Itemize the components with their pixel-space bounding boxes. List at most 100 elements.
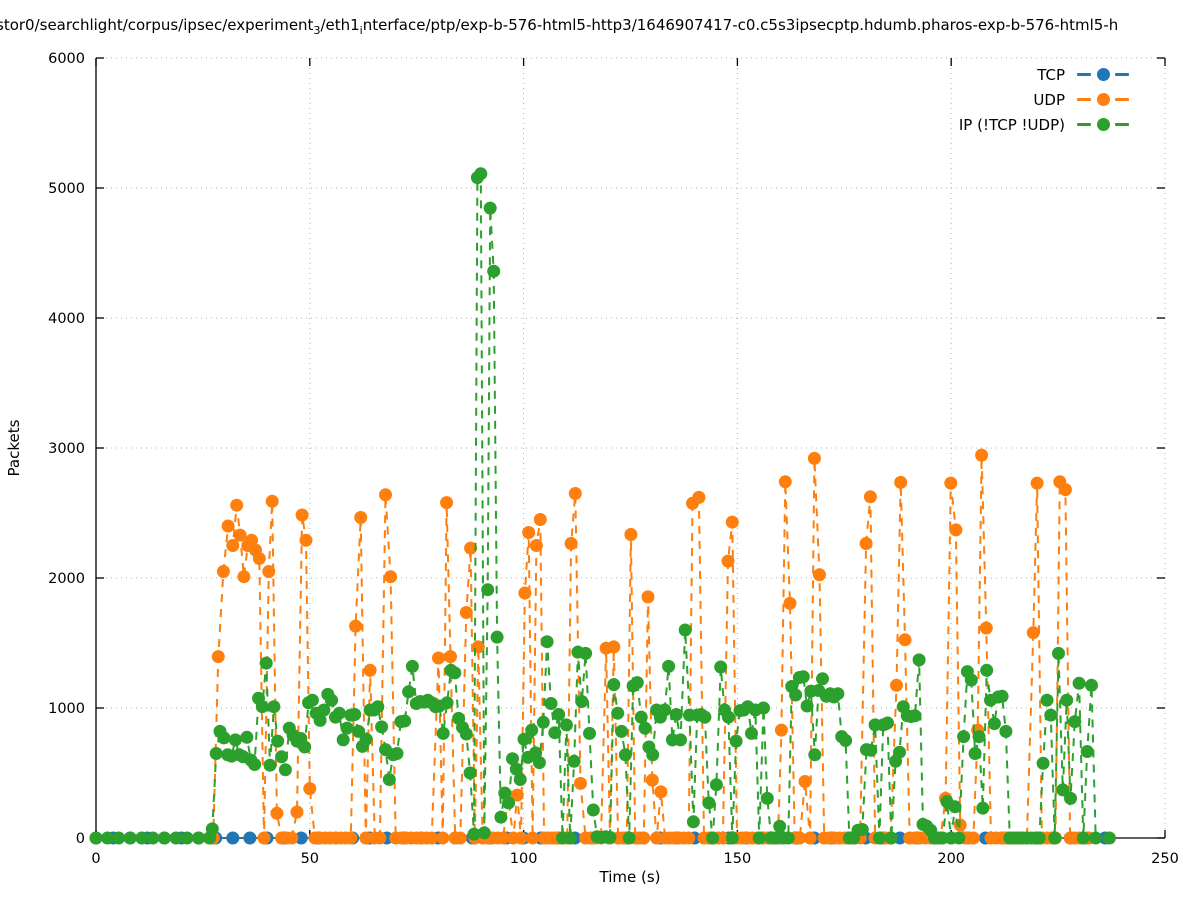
data-point xyxy=(579,646,593,660)
data-point xyxy=(654,785,668,799)
legend-row-udp: UDP xyxy=(959,87,1129,112)
data-point xyxy=(729,734,743,748)
data-point xyxy=(514,831,528,845)
data-point xyxy=(205,822,219,836)
data-point xyxy=(1056,783,1070,797)
data-point xyxy=(459,727,473,741)
data-point xyxy=(295,508,309,522)
data-point xyxy=(483,201,497,215)
data-point xyxy=(979,621,993,635)
data-point xyxy=(209,747,223,760)
data-point xyxy=(948,800,962,814)
data-point xyxy=(692,490,706,504)
x-tick-label: 200 xyxy=(937,851,965,867)
y-tick-label: 5000 xyxy=(48,181,85,197)
data-point xyxy=(564,537,578,550)
data-point xyxy=(831,687,845,701)
data-point xyxy=(303,782,317,796)
data-point xyxy=(575,695,589,708)
y-tick-label: 6000 xyxy=(48,51,85,67)
data-point xyxy=(721,710,735,724)
data-point xyxy=(999,724,1013,738)
data-point xyxy=(252,552,266,565)
y-axis-label: Packets xyxy=(5,419,23,477)
legend-marker-icon xyxy=(1096,118,1110,131)
data-point xyxy=(669,708,683,721)
data-point xyxy=(800,699,814,713)
data-point xyxy=(382,773,396,786)
data-point xyxy=(1032,831,1046,845)
data-point xyxy=(1080,745,1094,758)
data-point xyxy=(778,475,792,489)
data-point xyxy=(384,570,398,584)
data-point xyxy=(464,541,478,555)
data-point xyxy=(552,708,566,721)
legend-marker-icon xyxy=(1096,93,1110,106)
data-point xyxy=(645,773,659,787)
data-point xyxy=(506,752,519,766)
legend-sample-udp xyxy=(1077,93,1129,106)
data-point xyxy=(638,721,652,735)
chart-title: stor0/searchlight/corpus/ipsec/experimen… xyxy=(0,16,1118,37)
data-point xyxy=(725,831,739,845)
data-point xyxy=(567,754,581,768)
data-point xyxy=(548,726,562,740)
data-point xyxy=(481,583,495,597)
data-point xyxy=(237,570,251,584)
data-point xyxy=(248,758,262,771)
data-point xyxy=(774,723,788,737)
data-point xyxy=(230,498,244,512)
data-point xyxy=(898,633,912,647)
y-tick-label: 1000 xyxy=(48,701,85,717)
data-point xyxy=(709,778,723,792)
data-point xyxy=(398,714,412,728)
data-point xyxy=(908,709,922,723)
data-point xyxy=(211,650,225,664)
data-point xyxy=(221,519,235,533)
data-point xyxy=(944,476,958,490)
data-point xyxy=(702,796,716,810)
legend-dash-icon xyxy=(1115,123,1129,126)
data-point xyxy=(949,523,963,537)
data-point xyxy=(267,700,281,714)
data-point xyxy=(682,831,696,845)
data-point xyxy=(217,731,231,745)
data-point xyxy=(536,715,550,729)
data-point xyxy=(448,666,462,680)
data-point xyxy=(313,713,327,727)
data-point xyxy=(371,700,385,714)
data-point xyxy=(1068,715,1082,729)
data-point xyxy=(490,630,504,644)
data-point xyxy=(294,831,308,845)
data-point xyxy=(513,773,527,786)
data-point xyxy=(498,786,512,800)
data-point xyxy=(987,717,1001,731)
data-point xyxy=(864,743,878,757)
data-point xyxy=(634,710,648,724)
data-point xyxy=(884,831,898,845)
data-point xyxy=(112,831,126,845)
data-point xyxy=(135,831,149,845)
data-point xyxy=(496,831,510,845)
data-point xyxy=(975,448,989,462)
data-point xyxy=(494,810,508,824)
data-point xyxy=(317,703,331,717)
data-point xyxy=(340,721,354,735)
data-point xyxy=(798,775,812,788)
data-point xyxy=(698,710,712,724)
data-point xyxy=(440,496,454,510)
data-point xyxy=(966,831,980,845)
data-point xyxy=(662,659,676,673)
data-point xyxy=(305,693,319,707)
data-point xyxy=(894,475,908,489)
data-point xyxy=(1052,646,1065,660)
data-point xyxy=(275,750,289,764)
data-point xyxy=(725,515,739,529)
data-point xyxy=(278,763,292,777)
data-point xyxy=(583,726,596,740)
legend-label-ip: IP (!TCP !UDP) xyxy=(958,115,1065,134)
data-point xyxy=(706,831,720,845)
data-point xyxy=(432,651,445,665)
legend-row-tcp: TCP xyxy=(959,62,1129,87)
data-point xyxy=(563,831,577,845)
